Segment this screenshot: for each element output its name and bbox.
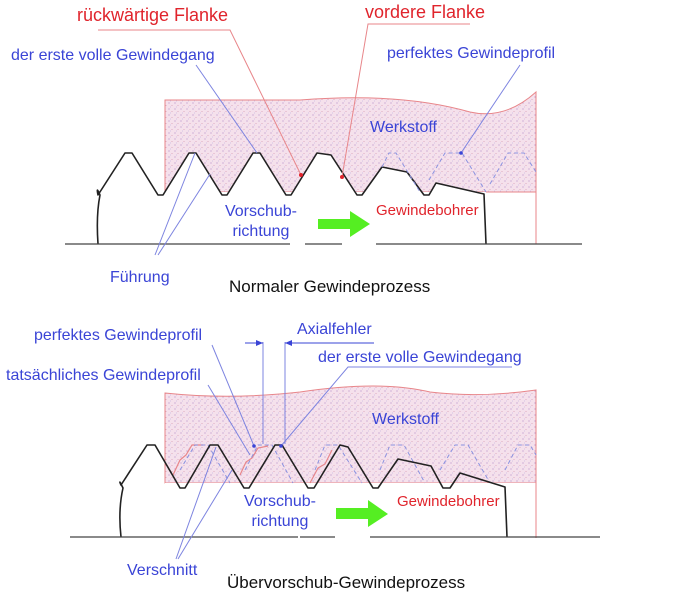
material-label: Werkstoff	[370, 119, 437, 136]
rear-flank-label: rückwärtige Flanke	[77, 5, 229, 25]
normal-process-title: Normaler Gewindeprozess	[229, 277, 431, 296]
feed-direction-label-overfeed-line1: Vorschub-	[243, 493, 317, 510]
front-flank-label: vordere Flanke	[365, 2, 486, 22]
tap-outline	[96, 152, 487, 245]
material-label-overfeed: Werkstoff	[372, 411, 439, 428]
feed-arrow-overfeed	[336, 500, 388, 527]
axial-error-label: Axialfehler	[297, 321, 372, 338]
tap-label: Gewindebohrer	[376, 202, 479, 219]
overfeed-process-title: Übervorschub-Gewindeprozess	[227, 573, 466, 592]
actual-profile-label: tatsächliches Gewindeprofil	[6, 367, 201, 384]
overcut-label: Verschnitt	[127, 562, 198, 579]
first-full-thread-label: der erste volle Gewindegang	[11, 47, 215, 64]
tap-label-overfeed: Gewindebohrer	[397, 493, 500, 510]
perfect-thread-profile	[381, 152, 537, 193]
perfect-thread-profile-overfeed	[179, 444, 537, 484]
guide-label: Führung	[110, 269, 170, 286]
feed-arrow	[318, 211, 370, 237]
overfeed-process-diagram	[70, 340, 600, 560]
tap-outline-overfeed	[119, 444, 508, 538]
perfect-profile-label: perfektes Gewindeprofil	[387, 45, 556, 62]
feed-direction-label-line1: Vorschub-	[224, 203, 298, 220]
feed-direction-label-line2: richtung	[232, 223, 290, 240]
feed-direction-label-overfeed-line2: richtung	[251, 513, 309, 530]
first-full-thread-label-overfeed: der erste volle Gewindegang	[318, 349, 522, 366]
workpiece-material-overfeed	[164, 385, 537, 484]
normal-process-diagram	[65, 23, 582, 256]
perfect-profile-label-overfeed: perfektes Gewindeprofil	[34, 327, 203, 344]
